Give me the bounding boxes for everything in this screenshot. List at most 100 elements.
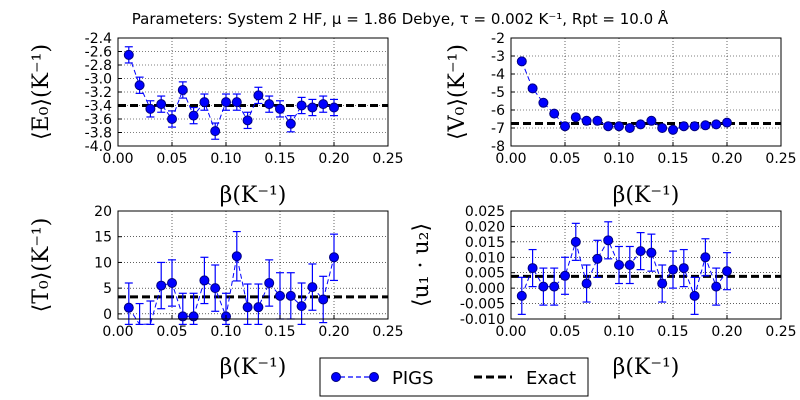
y-tick-label: 0	[103, 307, 112, 323]
y-tick-label: -3.0	[85, 72, 112, 88]
pigs-data-point	[285, 290, 296, 301]
y-tick-label: -7	[491, 121, 505, 137]
x-tick-label: 0.10	[603, 324, 634, 340]
legend-pigs-label: PIGS	[392, 368, 434, 389]
x-tick-label: 0.15	[264, 151, 295, 167]
y-tick-label: -3.2	[85, 85, 112, 101]
x-axis-title: β(K⁻¹)	[613, 183, 680, 208]
x-tick-label: 0.00	[102, 151, 133, 167]
pigs-data-point	[646, 247, 657, 258]
y-tick-label: -5	[491, 85, 505, 101]
y-axis-title: ⟨u₁ · u₂⟩	[409, 223, 434, 307]
x-tick-label: 0.20	[711, 151, 742, 167]
pigs-data-point	[134, 80, 145, 91]
panel-orientation: 0.00 0.05 0.10 0.15 0.20 0.250.0250.0200.0150…	[409, 204, 797, 380]
pigs-data-point	[145, 103, 156, 114]
pigs-data-point	[614, 121, 624, 132]
pigs-data-point	[296, 301, 307, 312]
pigs-data-point	[635, 119, 646, 130]
y-tick-label: -2.6	[85, 45, 112, 61]
pigs-data-point	[646, 115, 657, 126]
x-tick-label: 0.15	[657, 324, 688, 340]
y-tick-label: 10	[94, 255, 112, 271]
y-tick-label: 0.010	[465, 250, 505, 266]
pigs-data-point	[210, 283, 221, 294]
panel-energy: 0.00 0.05 0.10 0.15 0.20 0.25 -2.4-2.6-2.8-3.0…	[29, 31, 404, 208]
pigs-data-point	[711, 281, 722, 292]
x-tick-label: 0.15	[264, 324, 295, 340]
pigs-data-point	[177, 84, 188, 95]
x-tick-label: 0.25	[372, 151, 403, 167]
x-axis-title: β(K⁻¹)	[220, 355, 287, 380]
pigs-data-point	[581, 115, 592, 126]
pigs-data-point	[516, 290, 527, 301]
y-tick-label: 15	[94, 230, 112, 246]
pigs-data-point	[242, 302, 253, 313]
x-tick-label: 0.00	[102, 324, 133, 340]
x-tick-label: 0.10	[210, 324, 241, 340]
pigs-data-point	[167, 114, 177, 124]
pigs-data-point	[560, 121, 570, 132]
y-axis-title: ⟨V₀⟩(K⁻¹)	[445, 44, 470, 140]
y-tick-label: -2.4	[85, 31, 112, 47]
y-tick-label: -2	[491, 31, 505, 47]
x-tick-label: 0.05	[156, 151, 187, 167]
pigs-data-point	[242, 115, 253, 126]
pigs-data-point	[156, 99, 167, 110]
pigs-data-point	[603, 235, 614, 246]
pigs-data-point	[123, 49, 134, 60]
x-axis-title: β(K⁻¹)	[220, 183, 287, 208]
panel-kinetic: 0.00 0.05 0.10 0.15 0.20 0.25 0 5 10 15 20 β(K⁻¹) ⟨T…	[29, 204, 404, 380]
y-tick-label: -3.6	[85, 112, 112, 128]
pigs-data-point	[700, 120, 711, 131]
y-tick-label: 20	[94, 204, 112, 220]
pigs-data-point	[264, 99, 275, 110]
y-tick-label: -0.010	[460, 312, 505, 328]
pigs-data-point	[318, 99, 329, 110]
pigs-data-point	[199, 275, 210, 286]
axes-frame	[117, 210, 389, 320]
y-tick-label: 0.000	[465, 281, 505, 297]
pigs-series-line	[521, 61, 728, 131]
legend: PIGS Exact	[319, 357, 589, 397]
pigs-data-point	[527, 83, 538, 94]
pigs-data-point	[570, 236, 581, 247]
pigs-data-point	[581, 278, 592, 289]
pigs-data-point	[722, 117, 732, 128]
y-tick-label: -4	[491, 67, 505, 83]
pigs-data-point	[275, 290, 285, 301]
y-tick-label: -0.005	[460, 297, 505, 313]
pigs-data-point	[253, 90, 264, 101]
pigs-series-line	[128, 256, 335, 325]
pigs-data-point	[722, 266, 732, 277]
y-tick-label: -8	[491, 139, 505, 155]
pigs-data-point	[603, 121, 614, 132]
pigs-data-point	[624, 260, 635, 270]
y-tick-label: 5	[103, 281, 112, 297]
y-axis-title: ⟨E₀⟩(K⁻¹)	[29, 44, 54, 140]
pigs-data-point	[592, 115, 603, 126]
pigs-series-line	[128, 54, 335, 133]
pigs-data-point	[689, 121, 700, 132]
x-tick-label: 0.20	[711, 324, 742, 340]
pigs-data-point	[307, 102, 318, 113]
pigs-data-point	[231, 97, 242, 108]
pigs-data-point	[296, 100, 307, 111]
x-tick-label: 0.25	[765, 151, 796, 167]
pigs-data-point	[549, 108, 560, 119]
y-tick-label: -6	[491, 103, 505, 119]
y-tick-label: -2.8	[85, 58, 112, 74]
y-axis-title: ⟨T₀⟩(K⁻¹)	[29, 218, 54, 313]
pigs-data-point	[689, 290, 700, 301]
pigs-data-point	[668, 124, 678, 135]
pigs-data-point	[678, 121, 689, 132]
x-tick-label: 0.00	[495, 151, 526, 167]
pigs-data-point	[123, 302, 134, 313]
pigs-data-point	[199, 97, 210, 108]
y-tick-label: 0.020	[465, 219, 505, 235]
x-tick-label: 0.05	[549, 324, 580, 340]
pigs-data-point	[188, 311, 199, 322]
legend-pigs-marker-left	[331, 372, 341, 382]
pigs-data-point	[329, 102, 339, 113]
x-tick-label: 0.05	[549, 151, 580, 167]
